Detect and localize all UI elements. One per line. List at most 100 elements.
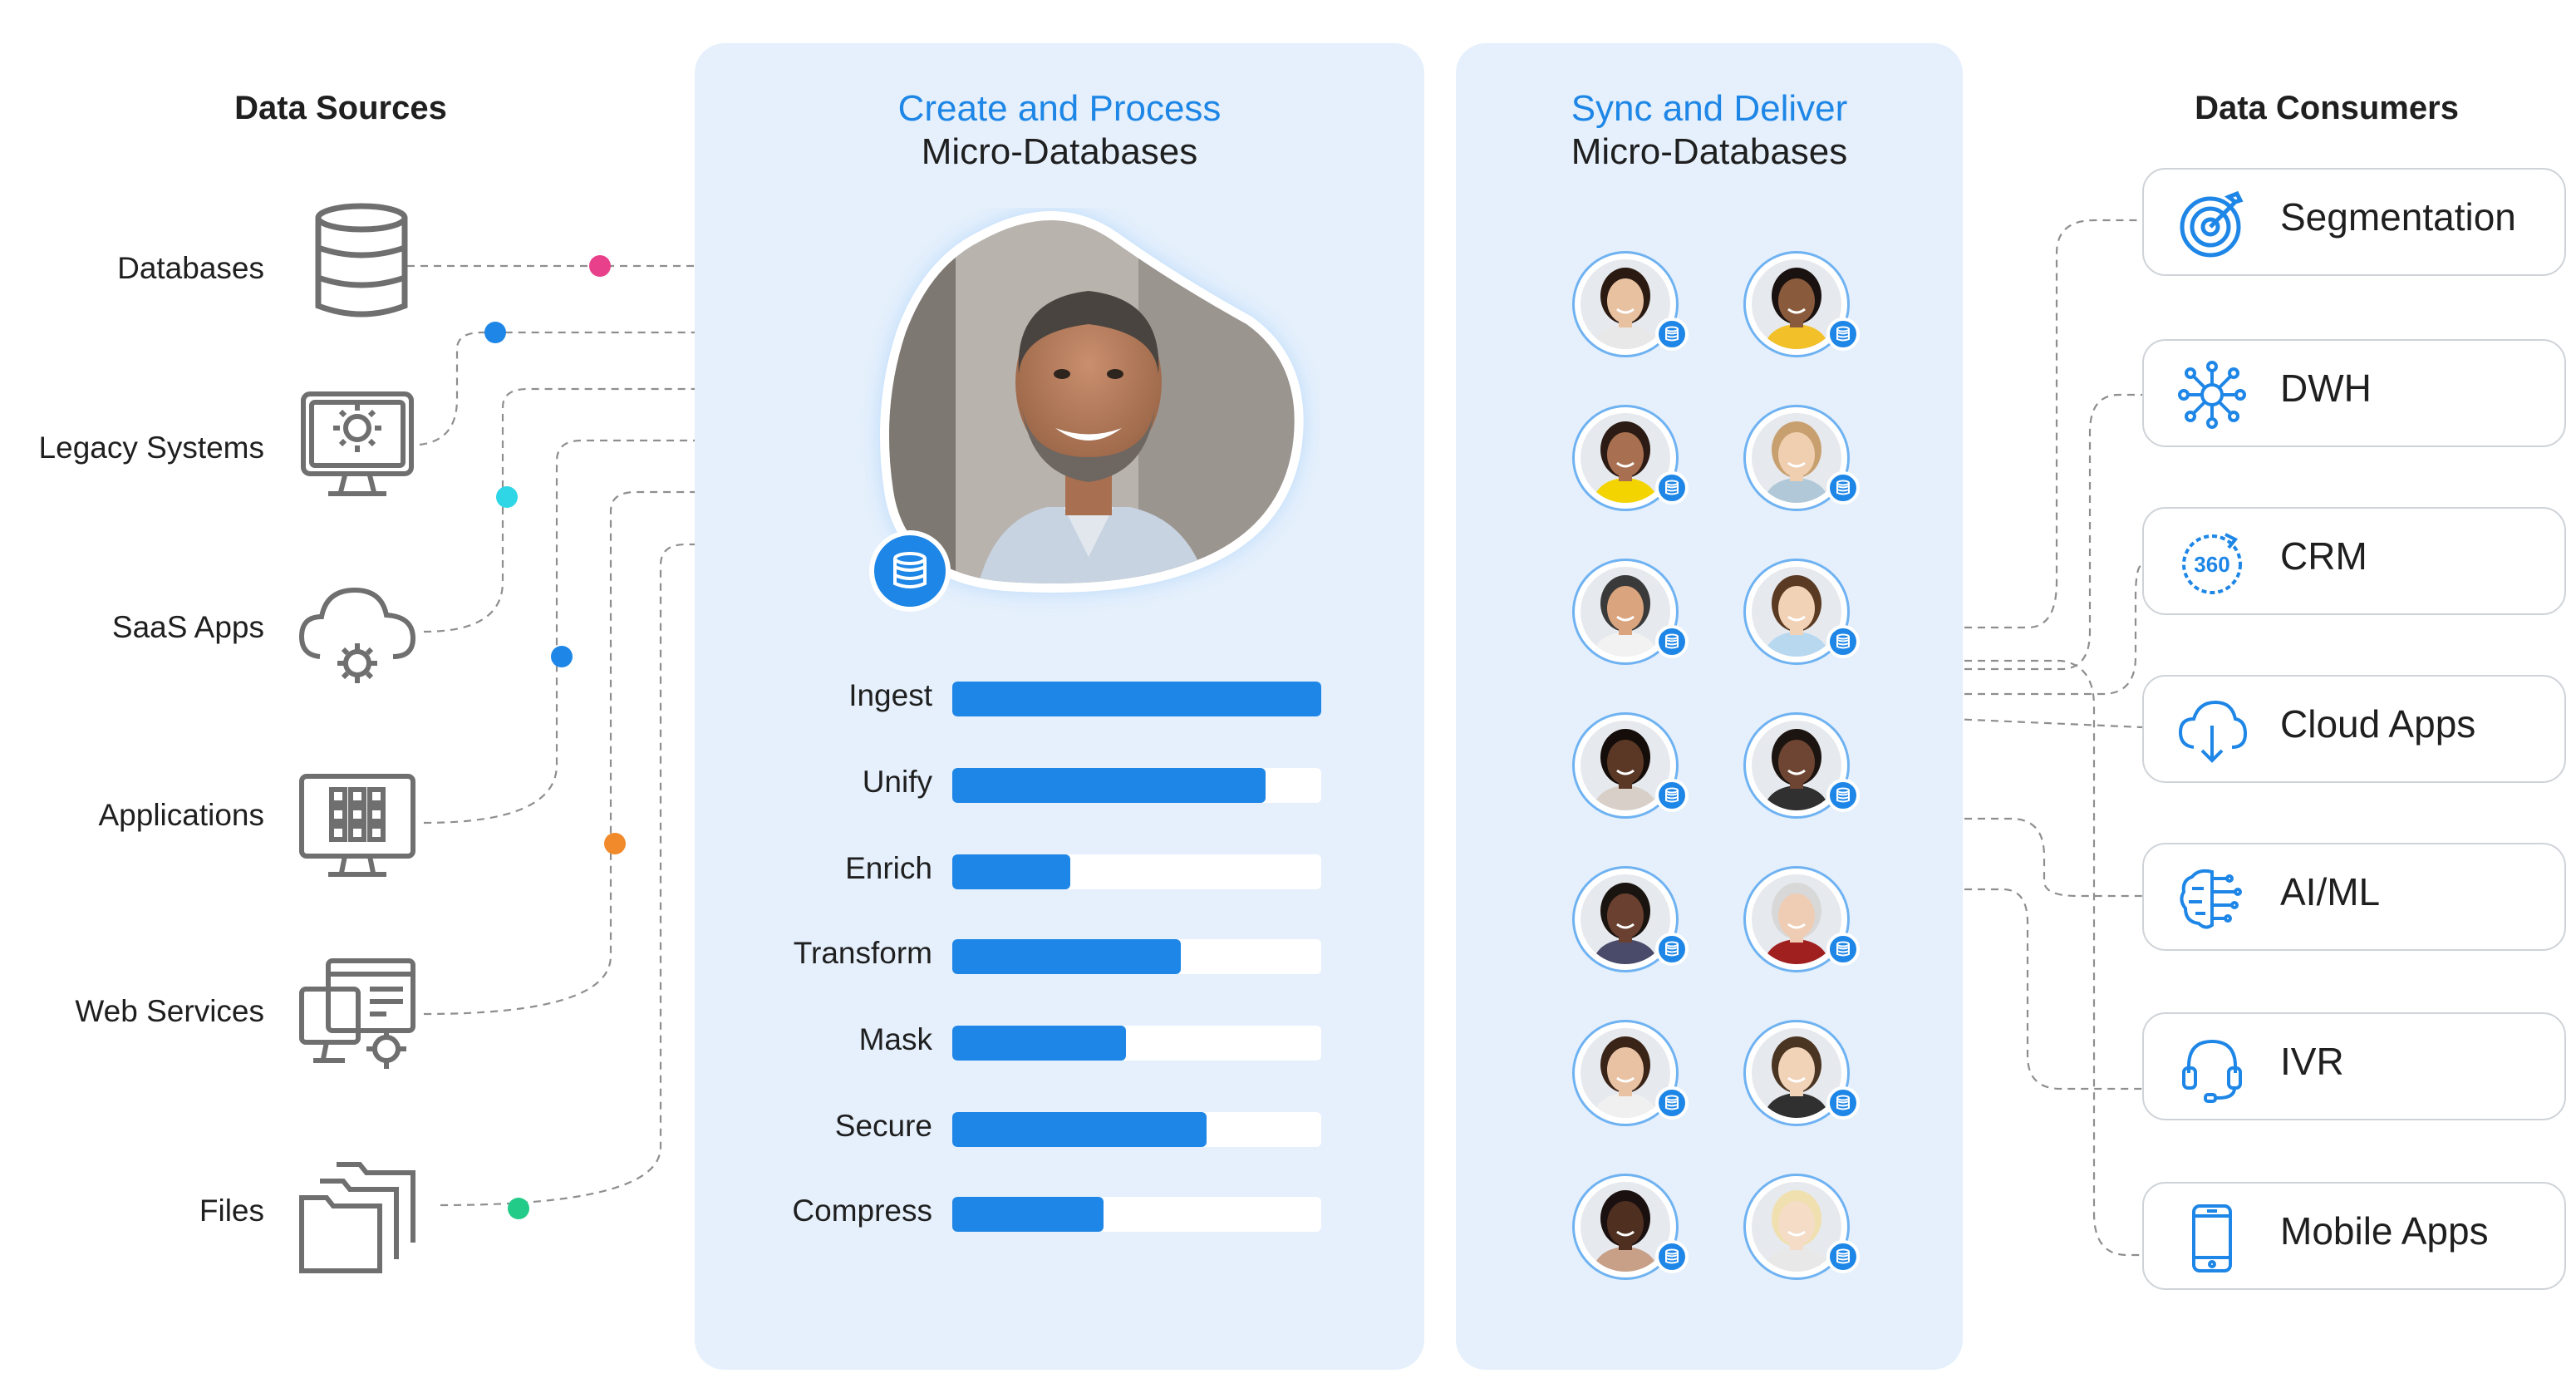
brain-circuit-icon <box>2180 869 2242 929</box>
process-label-mask: Mask <box>858 1022 932 1056</box>
legacy-system-gear-monitor-icon <box>301 391 414 496</box>
wire-cloudapps <box>1950 717 2143 729</box>
consumer-label: DWH <box>2280 367 2372 410</box>
source-label-legacy-systems: Legacy Systems <box>38 431 264 465</box>
cloud-gear-icon <box>298 587 416 683</box>
consumer-crm[interactable]: 360 CRM <box>2142 507 2566 615</box>
avatar-face <box>1581 1182 1670 1272</box>
avatar-face <box>1581 567 1670 657</box>
connector-dot <box>508 1198 529 1219</box>
database-badge-icon <box>1655 933 1689 966</box>
process-bar-secure <box>952 1112 1321 1147</box>
customer-avatar <box>1743 712 1860 824</box>
consumer-label: IVR <box>2280 1040 2344 1083</box>
wire-crm <box>1951 564 2143 696</box>
connector-dot <box>551 646 573 667</box>
consumer-label: Segmentation <box>2280 195 2516 239</box>
process-bar-fill <box>952 854 1071 889</box>
process-label-unify: Unify <box>862 765 932 799</box>
process-bar-fill <box>952 768 1266 803</box>
database-badge-icon <box>1655 471 1689 505</box>
mobile-phone-icon <box>2192 1204 2232 1272</box>
consumer-label: CRM <box>2280 534 2367 578</box>
database-badge-icon <box>1655 1240 1689 1273</box>
process-bar-fill <box>952 1197 1104 1232</box>
customer-avatar <box>1743 559 1860 670</box>
customer-avatar <box>1572 251 1689 362</box>
process-bar-ingest <box>952 682 1321 716</box>
wire-applications <box>423 439 877 824</box>
avatar-face <box>1752 259 1841 349</box>
customer-avatar <box>1572 712 1689 824</box>
hub-network-icon <box>2178 361 2246 429</box>
data-consumers-title: Data Consumers <box>2195 90 2459 126</box>
customer-avatar <box>1572 405 1689 516</box>
connector-dot <box>496 486 518 508</box>
process-bar-transform <box>952 939 1321 974</box>
process-label-compress: Compress <box>792 1194 932 1228</box>
database-badge-icon <box>1826 933 1860 966</box>
wire-legacy <box>419 331 922 446</box>
process-bar-mask <box>952 1026 1321 1061</box>
create-panel-subtitle: Micro-Databases <box>921 131 1198 172</box>
process-bar-fill <box>952 1112 1207 1147</box>
customer-avatar <box>1743 866 1860 977</box>
sync-deliver-panel: Sync and Deliver Micro-Databases <box>1456 43 1963 1370</box>
wire-aiml <box>1951 817 2142 898</box>
avatar-face <box>1581 1028 1670 1118</box>
database-badge-icon <box>1826 1086 1860 1120</box>
database-badge-icon <box>1826 779 1860 812</box>
source-label-files: Files <box>199 1194 264 1228</box>
360-view-icon: 360 <box>2182 533 2242 594</box>
consumer-dwh[interactable]: DWH <box>2142 339 2566 447</box>
consumer-ai-ml[interactable]: AI/ML <box>2142 843 2566 951</box>
database-badge-icon <box>1826 1240 1860 1273</box>
wire-webservices <box>423 490 873 1016</box>
sync-panel-title: Sync and Deliver <box>1571 88 1848 129</box>
customer-avatar <box>1743 1020 1860 1131</box>
avatar-face <box>1581 874 1670 964</box>
process-bar-fill <box>952 1026 1126 1061</box>
consumer-ivr[interactable]: IVR <box>2142 1012 2566 1120</box>
create-panel-title: Create and Process <box>897 88 1222 129</box>
database-badge-icon <box>1655 1086 1689 1120</box>
process-label-enrich: Enrich <box>845 851 932 885</box>
customer-avatar <box>1743 251 1860 362</box>
source-label-applications: Applications <box>98 798 264 832</box>
wire-ivr <box>1951 888 2142 1090</box>
sync-panel-subtitle: Micro-Databases <box>1571 131 1848 172</box>
consumer-segmentation[interactable]: Segmentation <box>2142 168 2566 276</box>
database-badge-icon <box>1655 317 1689 351</box>
app-grid-monitor-icon <box>299 774 415 877</box>
source-label-databases: Databases <box>117 251 264 285</box>
customer-avatar <box>1572 559 1689 670</box>
avatar-face <box>1752 721 1841 810</box>
avatar-face <box>1752 413 1841 503</box>
process-bar-enrich <box>952 854 1321 889</box>
connector-dot <box>604 833 626 854</box>
process-bar-unify <box>952 768 1321 803</box>
micro-database-badge <box>869 530 951 612</box>
process-label-transform: Transform <box>793 936 932 970</box>
connector-dot <box>484 322 506 343</box>
web-services-monitor-icon <box>299 958 415 1069</box>
folders-icon <box>299 1162 415 1273</box>
database-badge-icon <box>1655 779 1689 812</box>
source-label-saas-apps: SaaS Apps <box>111 610 264 644</box>
customer-portrait <box>880 211 1304 593</box>
connector-dot <box>589 255 611 277</box>
database-badge-icon <box>1655 625 1689 658</box>
consumer-label: Cloud Apps <box>2280 702 2476 746</box>
wire-mobile <box>1951 659 2142 1257</box>
consumer-mobile-apps[interactable]: Mobile Apps <box>2142 1182 2566 1290</box>
target-icon <box>2180 190 2244 258</box>
consumer-cloud-apps[interactable]: Cloud Apps <box>2142 675 2566 783</box>
database-badge-icon <box>1826 317 1860 351</box>
headset-icon <box>2182 1039 2242 1103</box>
wire-segmentation <box>1951 219 2142 629</box>
process-label-secure: Secure <box>834 1109 932 1143</box>
wire-dwh <box>1951 393 2142 671</box>
avatar-face <box>1752 1028 1841 1118</box>
data-sources-title: Data Sources <box>234 90 447 126</box>
process-bar-fill <box>952 682 1321 716</box>
